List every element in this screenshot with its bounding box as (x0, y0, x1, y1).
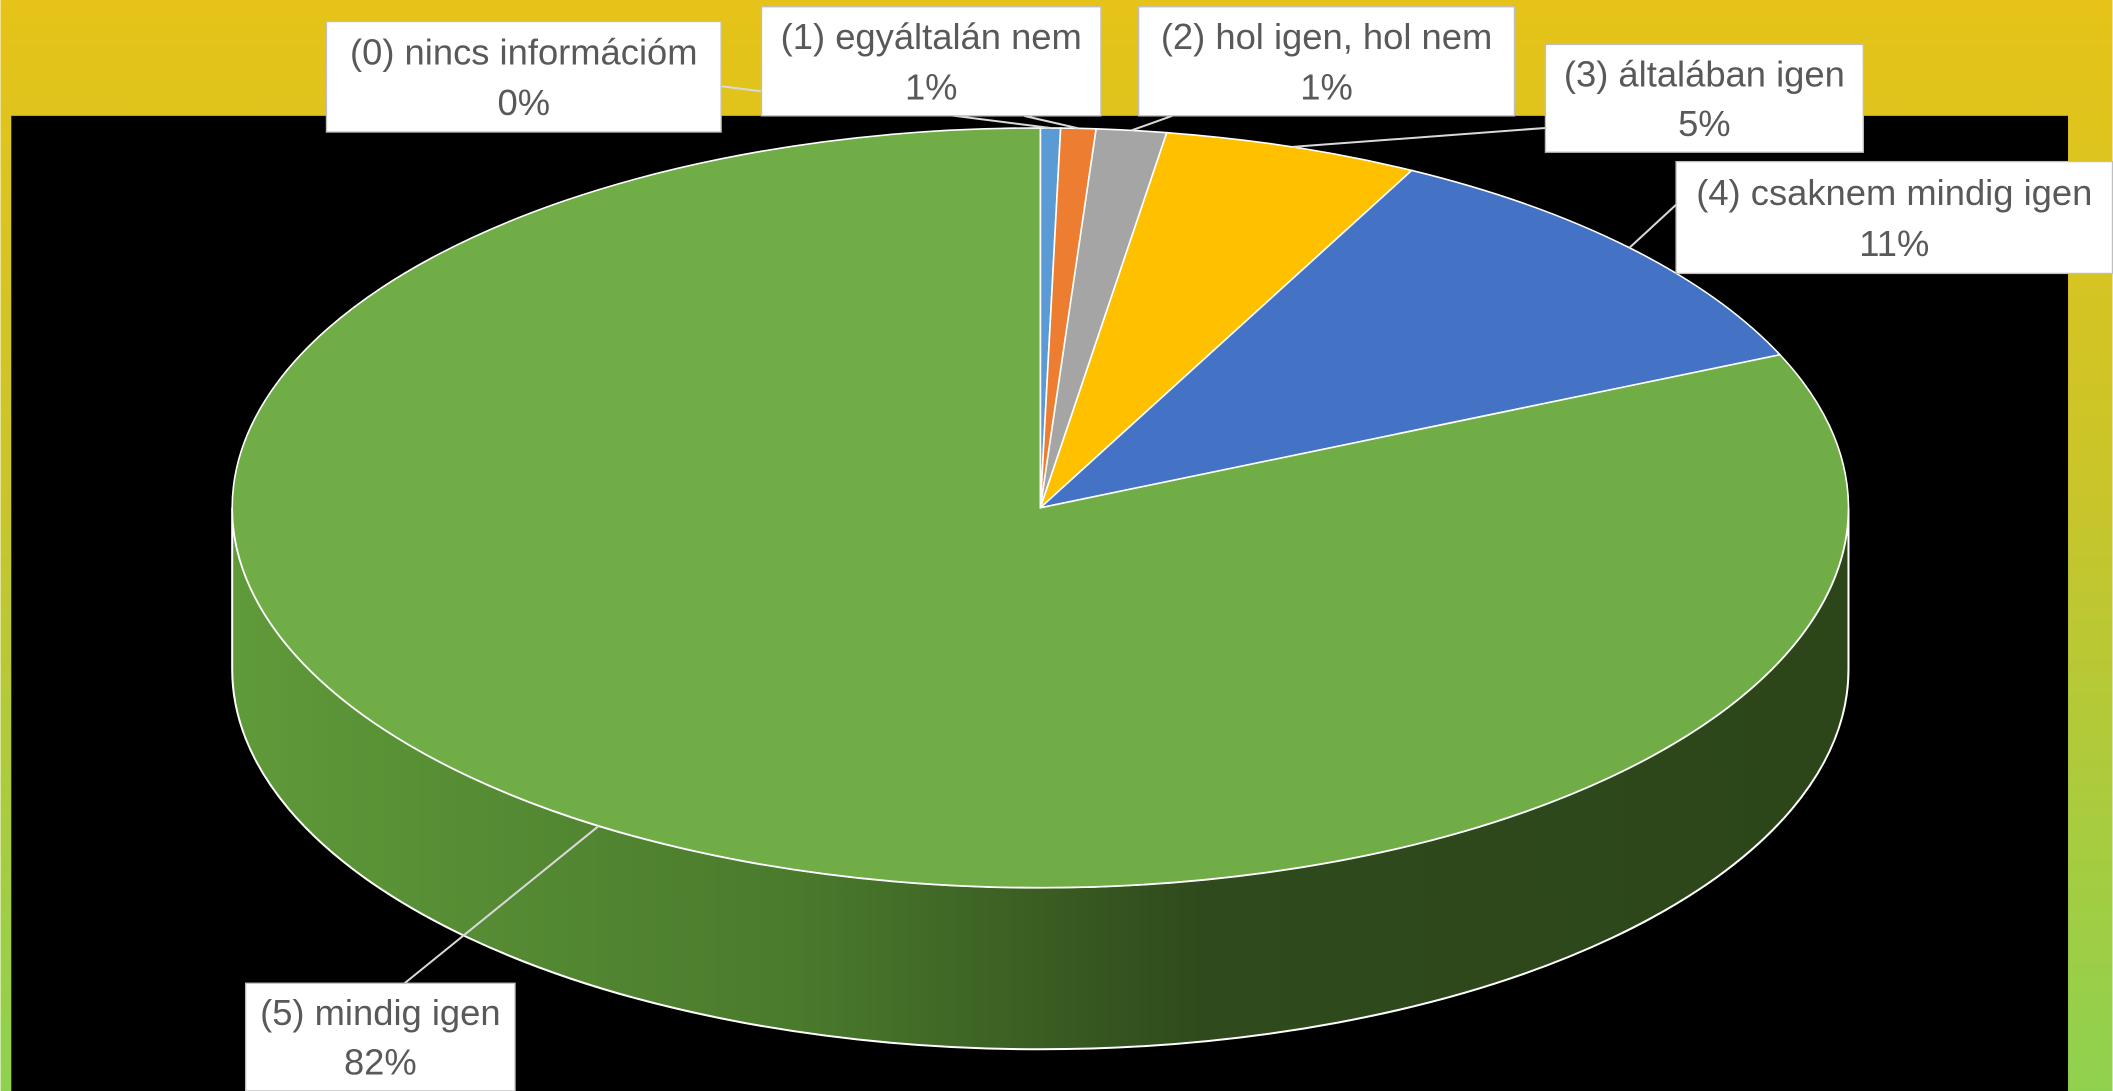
data-label-box (244, 982, 516, 1091)
data-label-value: 1% (905, 66, 958, 107)
pie-slice (1038, 131, 1414, 511)
data-label-value: 0% (498, 82, 551, 123)
data-label-box (760, 6, 1102, 117)
leader-line (403, 825, 600, 985)
leader-line (1628, 203, 1677, 249)
pie-slice (231, 127, 1850, 889)
data-label-box (325, 20, 722, 133)
data-label-box (1675, 160, 2113, 275)
data-label-box (1137, 6, 1516, 117)
data-label-category: (1) egyáltalán nem (781, 16, 1082, 57)
data-label-value: 1% (1300, 66, 1353, 107)
data-label-category: (2) hol igen, hol nem (1161, 16, 1492, 57)
leader-line (1023, 114, 1079, 130)
data-label-box (1544, 43, 1864, 153)
data-label-value: 5% (1678, 103, 1731, 144)
data-label-category: (4) csaknem mindig igen (1696, 172, 2092, 213)
data-label-category: (5) mindig igen (260, 992, 501, 1033)
pie-slice (1037, 169, 1782, 510)
data-label-category: (3) általában igen (1564, 53, 1845, 94)
data-label-category: (0) nincs információm (350, 31, 698, 72)
data-label-value: 82% (344, 1042, 417, 1083)
leader-line (1131, 114, 1173, 132)
leader-line (1292, 126, 1546, 148)
data-label-value: 11% (1859, 223, 1929, 264)
